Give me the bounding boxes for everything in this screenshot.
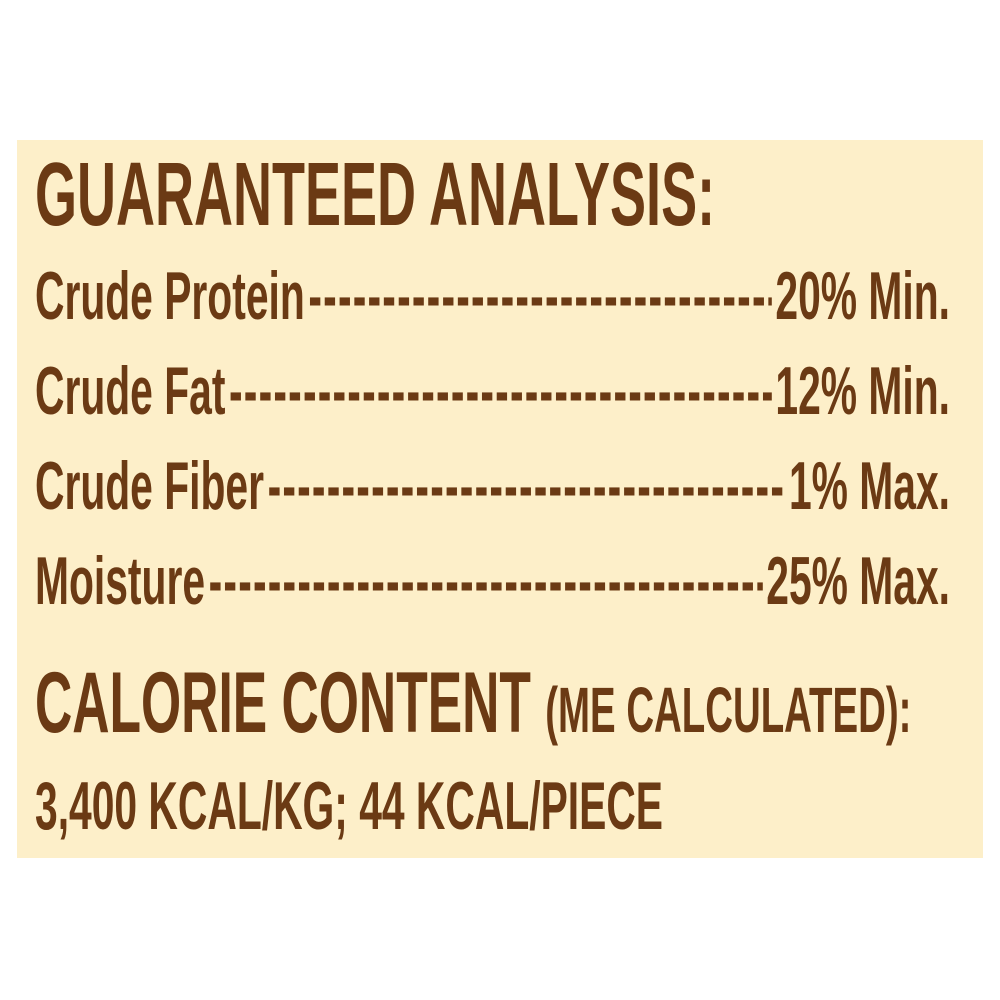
calorie-qualifier: (ME CALCULATED): xyxy=(545,674,912,746)
row-leader: ----------------------------------------… xyxy=(229,357,772,425)
row-value: 12% Min. xyxy=(775,353,951,429)
row-label: Crude Fat xyxy=(35,353,226,429)
row-leader: ----------------------------------------… xyxy=(208,547,763,615)
calorie-values: 3,400 KCAL/KG; 44 KCAL/PIECE xyxy=(35,768,664,844)
row-label: Crude Protein xyxy=(35,258,305,334)
row-value: 25% Max. xyxy=(766,543,951,619)
row-leader: ----------------------------------------… xyxy=(308,262,771,330)
row-value: 1% Max. xyxy=(788,448,951,524)
row-label: Moisture xyxy=(35,543,206,619)
calorie-heading: CALORIE CONTENT (ME CALCULATED): xyxy=(35,660,911,746)
analysis-row: Moisture --------------------------------… xyxy=(35,547,950,615)
row-value: 20% Min. xyxy=(775,258,951,334)
guaranteed-analysis-panel xyxy=(17,140,983,858)
heading: GUARANTEED ANALYSIS: xyxy=(35,145,716,245)
calorie-title: CALORIE CONTENT xyxy=(35,655,531,751)
row-leader: ----------------------------------------… xyxy=(267,452,786,520)
analysis-row: Crude Protein ---------------------------… xyxy=(35,262,950,330)
analysis-row: Crude Fiber -----------------------------… xyxy=(35,452,950,520)
analysis-row: Crude Fat -------------------------------… xyxy=(35,357,950,425)
row-label: Crude Fiber xyxy=(35,448,264,524)
